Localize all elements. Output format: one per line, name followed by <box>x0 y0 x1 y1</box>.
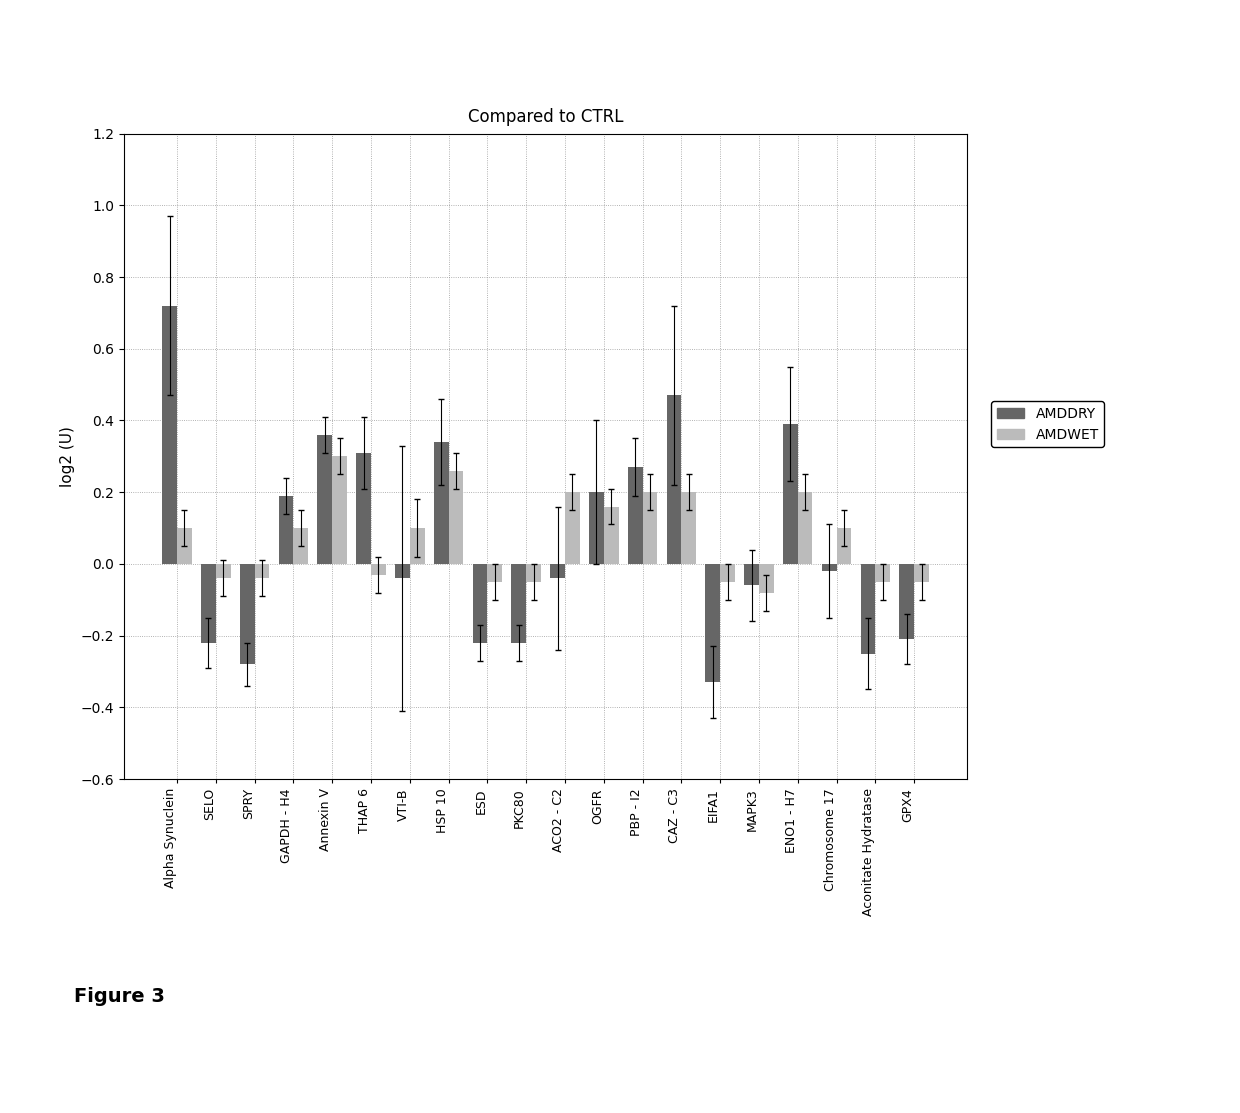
Bar <box>875 564 890 582</box>
Bar <box>449 471 464 564</box>
Bar <box>681 492 696 564</box>
Bar <box>797 492 812 564</box>
Bar <box>332 456 347 564</box>
Bar <box>216 564 231 579</box>
Bar <box>279 495 294 564</box>
Bar <box>822 564 837 571</box>
Y-axis label: log2 (U): log2 (U) <box>60 426 76 486</box>
Bar <box>410 528 424 564</box>
Bar <box>759 564 774 592</box>
Bar <box>254 564 269 579</box>
Bar <box>744 564 759 585</box>
Bar <box>162 306 177 564</box>
Bar <box>706 564 720 682</box>
Text: Figure 3: Figure 3 <box>74 987 165 1006</box>
Bar <box>782 424 797 564</box>
Bar <box>239 564 254 664</box>
Bar <box>487 564 502 582</box>
Title: Compared to CTRL: Compared to CTRL <box>467 108 624 127</box>
Bar <box>837 528 852 564</box>
Bar <box>177 528 192 564</box>
Bar <box>589 492 604 564</box>
Bar <box>627 467 642 564</box>
Bar <box>472 564 487 643</box>
Bar <box>642 492 657 564</box>
Bar <box>899 564 914 639</box>
Bar <box>371 564 386 574</box>
Bar <box>201 564 216 643</box>
Bar <box>565 492 580 564</box>
Bar <box>511 564 526 643</box>
Bar <box>294 528 309 564</box>
Bar <box>667 395 681 564</box>
Bar <box>526 564 541 582</box>
Bar <box>861 564 875 653</box>
Bar <box>914 564 929 582</box>
Legend: AMDDRY, AMDWET: AMDDRY, AMDWET <box>991 401 1105 447</box>
Bar <box>604 506 619 564</box>
Bar <box>720 564 735 582</box>
Bar <box>551 564 565 579</box>
Bar <box>356 453 371 564</box>
Bar <box>434 442 449 564</box>
Bar <box>317 435 332 564</box>
Bar <box>396 564 410 579</box>
